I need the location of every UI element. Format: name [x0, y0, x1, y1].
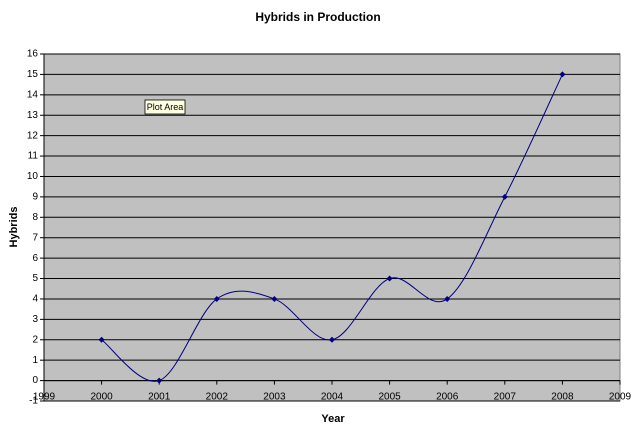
y-tick-label: 7 — [32, 232, 38, 243]
marker — [559, 71, 566, 78]
y-tick-label: 13 — [27, 110, 39, 121]
y-tick-label: 10 — [27, 171, 39, 182]
x-axis-title: Year — [321, 413, 345, 425]
x-tick-label: 2006 — [436, 392, 459, 403]
marker — [271, 295, 278, 302]
tooltip: Plot Area — [147, 102, 184, 112]
y-tick-label: 5 — [32, 273, 38, 284]
x-tick-label: 2007 — [494, 392, 517, 403]
tooltip-box — [144, 99, 186, 115]
marker — [444, 295, 451, 302]
y-tick-label: -1 — [29, 396, 38, 407]
marker — [386, 275, 393, 282]
marker — [329, 336, 335, 343]
y-tick-label: 0 — [32, 375, 38, 386]
x-tick-label: 2009 — [609, 392, 632, 403]
x-tick-label: 2005 — [378, 392, 401, 403]
marker — [98, 336, 105, 343]
y-tick-label: 4 — [32, 294, 38, 305]
y-tick-label: 3 — [32, 314, 38, 325]
x-tick-label: 2003 — [263, 392, 286, 403]
y-tick-label: 15 — [27, 69, 39, 80]
x-tick-label: 2008 — [551, 392, 574, 403]
x-tick-label: 2000 — [90, 392, 113, 403]
y-tick-label: 1 — [32, 355, 38, 366]
marker — [501, 193, 508, 200]
y-tick-label: 14 — [27, 89, 39, 100]
marker — [156, 377, 163, 384]
chart-title: Hybrids in Production — [255, 10, 380, 24]
y-axis-title: Hybrids — [8, 207, 20, 248]
y-tick-label: 9 — [32, 192, 38, 203]
line — [101, 74, 563, 382]
x-tick-label: 2002 — [206, 392, 229, 403]
y-tick-label: 2 — [32, 334, 38, 345]
y-tick-label: 12 — [27, 130, 39, 141]
y-tick-label: 6 — [32, 253, 38, 264]
plot-area — [43, 53, 621, 402]
y-tick-label: 8 — [32, 212, 38, 223]
y-tick-label: 11 — [28, 151, 39, 162]
marker — [213, 295, 220, 302]
y-tick-label: 16 — [27, 49, 39, 60]
x-tick-label: 2001 — [148, 392, 171, 403]
x-tick-label: 2004 — [321, 392, 344, 403]
